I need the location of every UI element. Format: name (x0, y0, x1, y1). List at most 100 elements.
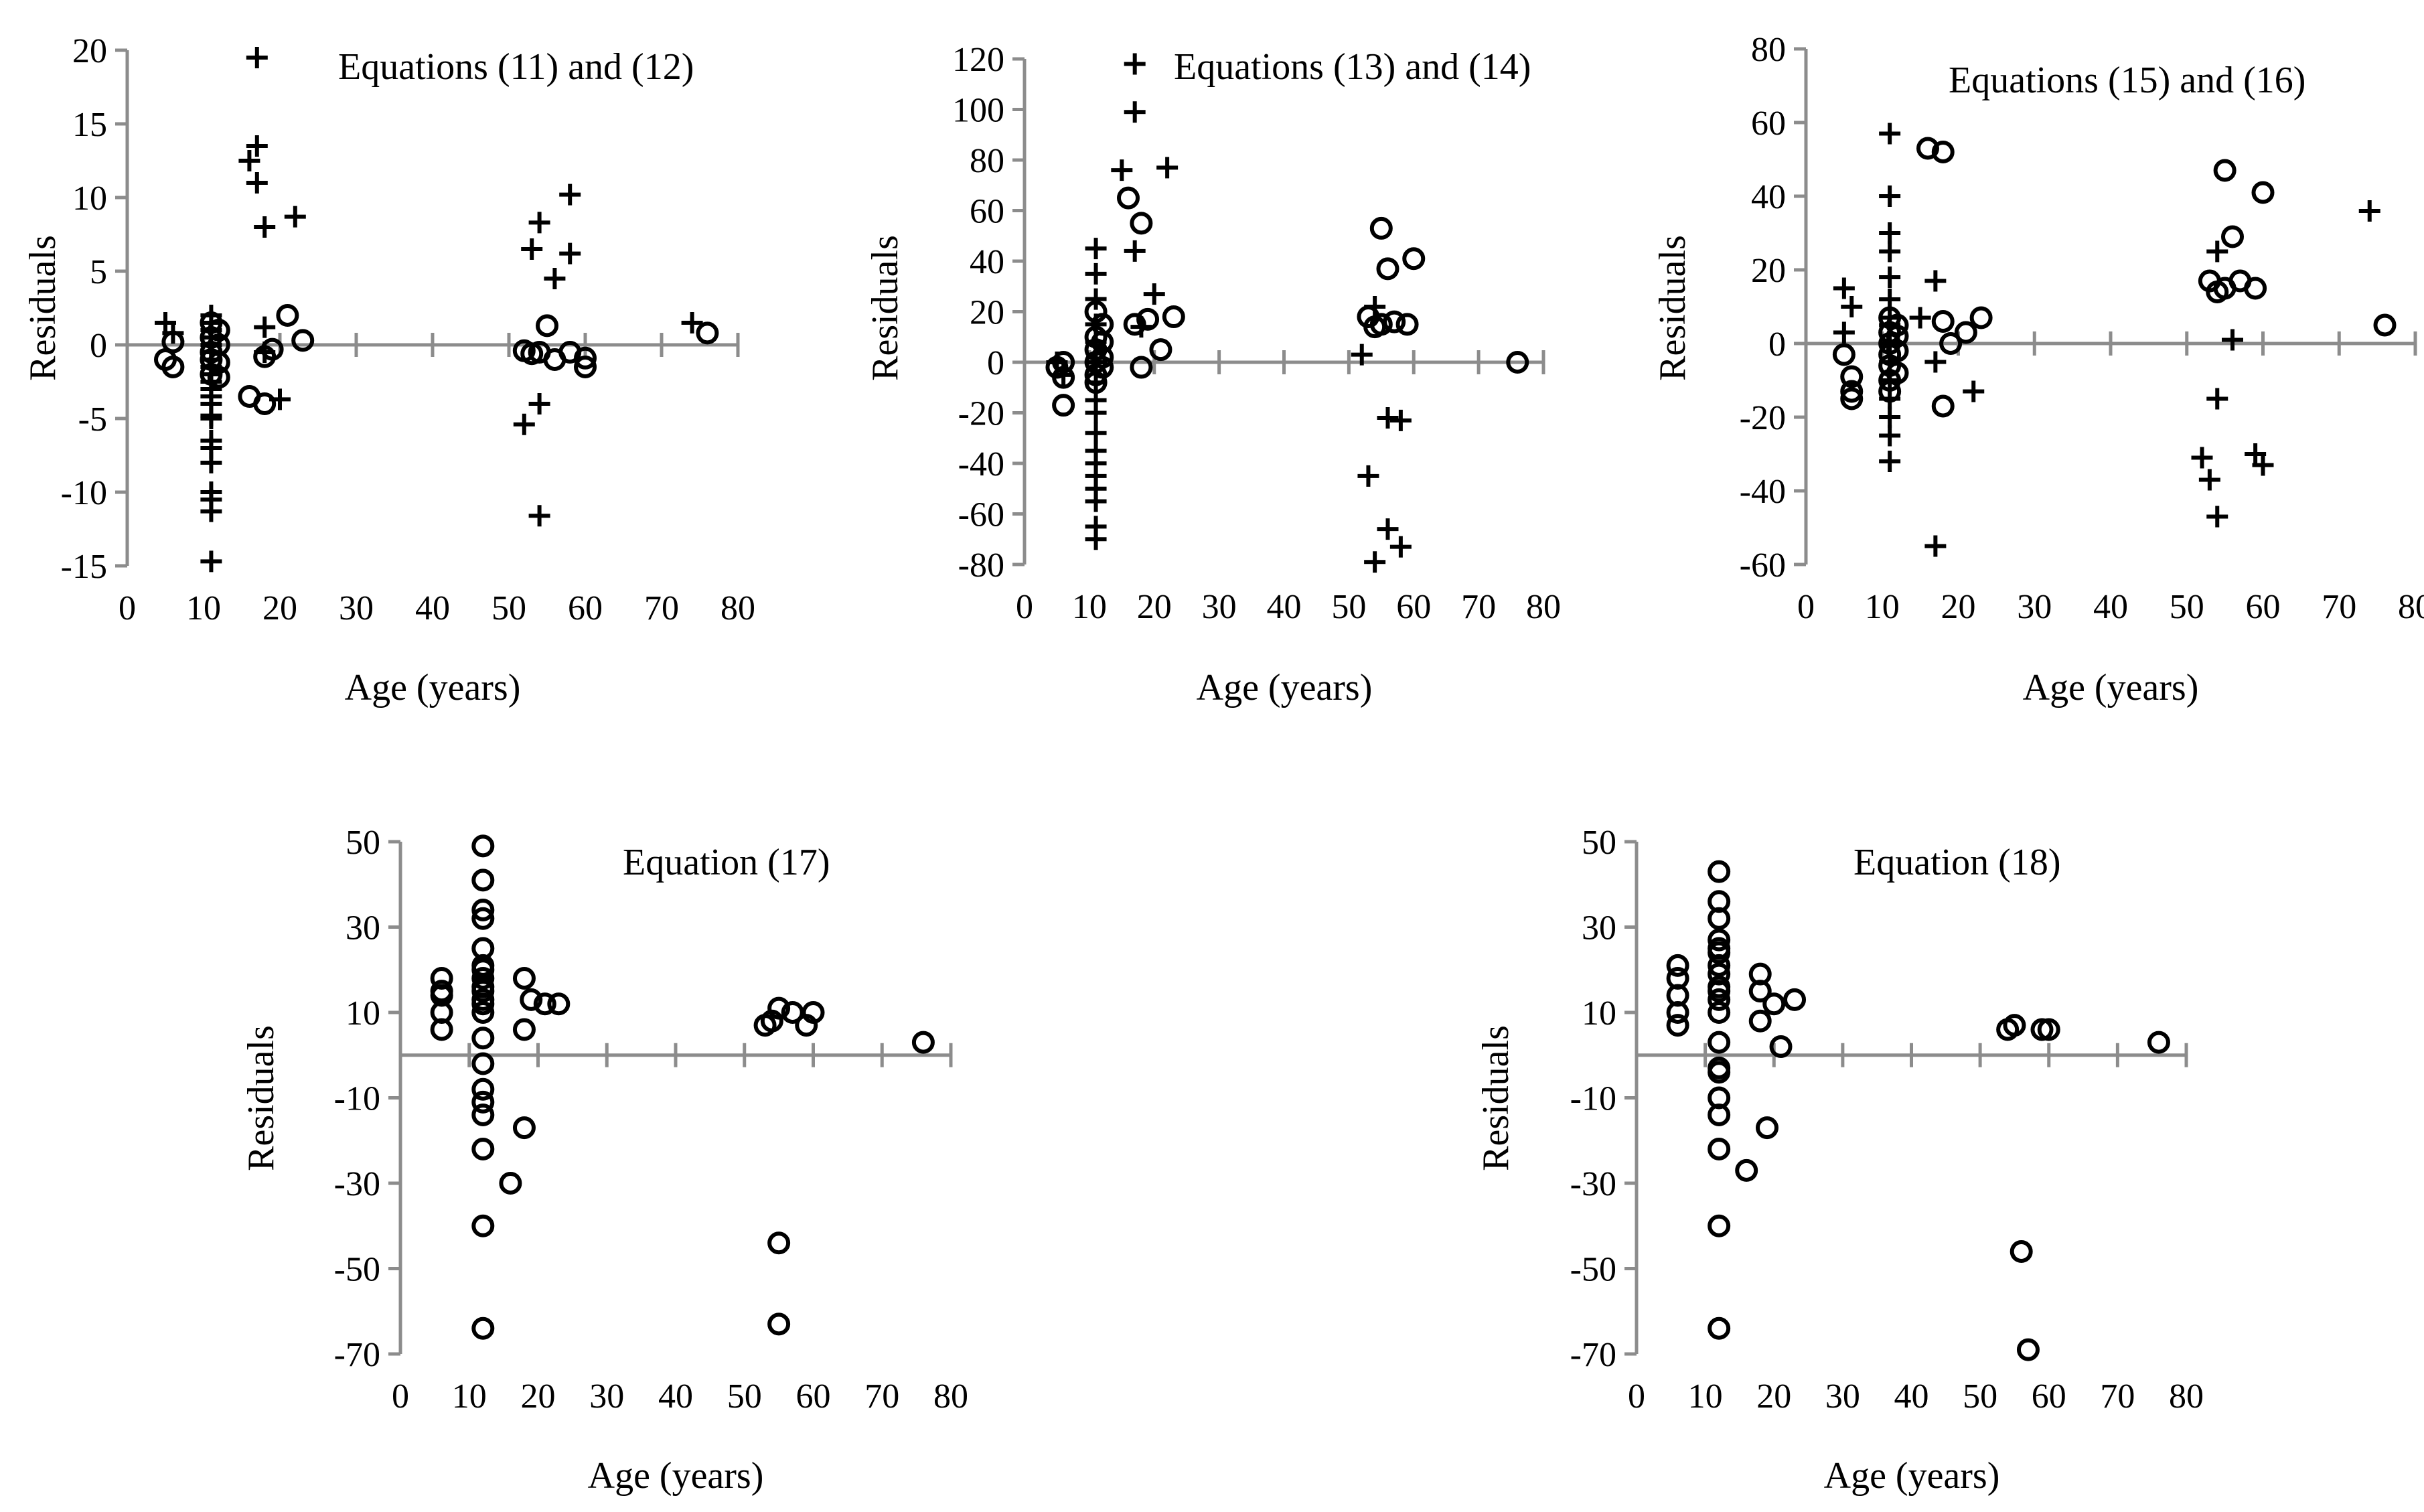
data-point-plus (1085, 528, 1107, 550)
y-tick-label: 0 (987, 344, 1004, 382)
y-tick-label: -50 (334, 1251, 380, 1289)
data-point-plus (1389, 536, 1412, 558)
data-point-plus (2206, 388, 2228, 410)
data-point-plus (1879, 451, 1901, 472)
data-point-circle (1136, 307, 1160, 331)
data-point-plus (1879, 123, 1901, 145)
data-point-circle (1117, 186, 1140, 210)
y-tick-label: -60 (1740, 546, 1786, 585)
data-point-circle (1130, 212, 1153, 235)
data-point-plus (2245, 443, 2267, 465)
data-point-circle (207, 366, 230, 389)
data-point-plus (284, 206, 306, 228)
x-tick-label: 50 (727, 1377, 762, 1416)
y-tick-label: 80 (970, 142, 1004, 180)
y-axis-label: Residuals (1475, 1025, 1517, 1171)
y-tick-label: 5 (90, 253, 107, 291)
data-point-circle (471, 1001, 495, 1024)
data-point-plus (1879, 222, 1901, 244)
data-point-circle (2003, 1014, 2026, 1037)
data-point-circle (767, 1312, 791, 1336)
data-point-circle (471, 1214, 495, 1237)
y-tick-label: 10 (346, 994, 380, 1033)
chart-panel-equation-17: -70 -50 -30 -10 10 30 50 0 10 20 30 40 50 60 70 80 Equat… (240, 824, 968, 1497)
x-tick-label: 50 (2170, 588, 2204, 626)
data-point-circle (1130, 356, 1153, 379)
data-point-circle (802, 1001, 825, 1024)
data-point-plus (1879, 406, 1901, 428)
x-axis-label: Age (years) (588, 1455, 764, 1497)
x-tick-label: 10 (452, 1377, 487, 1416)
data-point-circle (2030, 1018, 2054, 1041)
data-point-plus (1357, 465, 1379, 487)
y-tick-label: 0 (90, 327, 107, 365)
data-point-plus (2358, 200, 2380, 222)
data-point-circle (1666, 1001, 1689, 1024)
data-point-circle (1506, 351, 1529, 374)
data-point-circle (471, 868, 495, 892)
data-point-circle (1886, 325, 1909, 348)
x-tick-label: 10 (1688, 1377, 1723, 1416)
data-point-circle (1052, 351, 1075, 374)
x-tick-label: 10 (1865, 588, 1900, 626)
x-tick-label: 30 (1202, 588, 1237, 626)
chart-panel-equation-18: -70 -50 -30 -10 10 30 50 0 10 20 30 40 50 60 70 80 Equat… (1475, 824, 2204, 1497)
data-point-plus (1924, 535, 1947, 557)
data-point-circle (1708, 937, 1731, 960)
y-tick-label: 20 (970, 294, 1004, 332)
y-tick-label: -40 (958, 445, 1004, 483)
data-point-plus (1085, 238, 1107, 260)
data-point-circle (471, 1138, 495, 1160)
y-tick-label: 30 (346, 909, 380, 948)
data-point-circle (1162, 305, 1185, 329)
x-tick-label: 40 (658, 1377, 693, 1416)
x-tick-label: 80 (721, 589, 755, 627)
x-tick-label: 0 (392, 1377, 409, 1416)
data-point-plus (513, 413, 535, 435)
y-tick-label: 50 (1582, 824, 1616, 862)
data-point-circle (2373, 313, 2397, 337)
chart-title: Equation (17) (623, 842, 830, 883)
data-point-plus (1963, 380, 1985, 402)
y-tick-label: -30 (334, 1165, 380, 1203)
data-point-plus (200, 550, 222, 573)
data-point-circle (1708, 928, 1731, 952)
data-point-plus (1085, 262, 1107, 285)
y-tick-label: 10 (1582, 994, 1616, 1033)
data-point-plus (681, 312, 703, 333)
data-point-plus (521, 238, 543, 260)
y-tick-label: 15 (72, 106, 107, 144)
data-point-plus (1085, 402, 1107, 424)
data-point-circle (207, 319, 230, 342)
data-point-circle (1916, 137, 1939, 160)
data-point-circle (1708, 1214, 1731, 1237)
data-point-circle (1123, 313, 1146, 336)
data-point-plus (528, 393, 550, 414)
data-point-circle (471, 1090, 495, 1114)
data-point-circle (471, 1027, 495, 1050)
data-point-circle (1755, 1116, 1778, 1140)
y-tick-label: -10 (61, 474, 107, 512)
data-point-circle (207, 351, 230, 374)
y-tick-label: -30 (1570, 1165, 1616, 1203)
data-point-circle (471, 1104, 495, 1126)
x-tick-label: 60 (2032, 1377, 2066, 1416)
y-tick-label: -50 (1570, 1251, 1616, 1289)
data-point-circle (1369, 313, 1393, 336)
x-tick-label: 20 (262, 589, 297, 627)
data-point-circle (1708, 860, 1731, 883)
data-point-plus (246, 172, 268, 194)
x-axis-label: Age (years) (1197, 667, 1373, 708)
y-tick-label: 0 (1768, 325, 1786, 364)
data-point-circle (1708, 1031, 1731, 1054)
y-tick-label: 50 (346, 824, 380, 862)
data-point-circle (1886, 313, 1909, 337)
data-point-plus (1085, 490, 1107, 512)
y-tick-label: -10 (334, 1080, 380, 1118)
x-tick-label: 50 (491, 589, 526, 627)
x-axis-label: Age (years) (1824, 1455, 2000, 1497)
y-axis-label: Residuals (1652, 235, 1693, 381)
data-point-plus (528, 505, 550, 527)
data-point-plus (2198, 469, 2220, 491)
